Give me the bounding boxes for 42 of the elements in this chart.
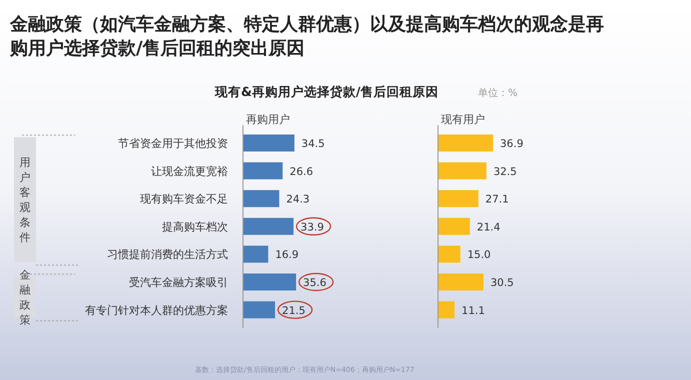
bar xyxy=(438,246,460,263)
bar xyxy=(438,274,484,290)
data-label: 36.9 xyxy=(500,138,524,150)
data-label: 34.5 xyxy=(301,138,325,150)
y-tick-label: 现有购车资金不足 xyxy=(140,192,228,206)
data-label: 16.9 xyxy=(275,249,299,262)
data-label: 21.4 xyxy=(476,221,501,234)
y-tick-label: 习惯提前消费的生活方式 xyxy=(107,248,228,262)
text: 现有&再购用户选择贷款/售后回租原因 xyxy=(214,84,438,99)
bar xyxy=(438,301,455,318)
bar xyxy=(438,218,470,235)
bar xyxy=(243,218,294,235)
text: 金融政策（如汽车金融方案、特定人群优惠）以及提高购车档次的观念是再购用户选择贷款/售后回租的突出原因 xyxy=(9,14,604,59)
text: 金融政策 xyxy=(20,268,30,326)
chart-title: 现有用户 xyxy=(441,113,485,126)
bar xyxy=(243,162,283,180)
data-label: 35.6 xyxy=(303,277,327,289)
y-tick-label: 让现金流更宽裕 xyxy=(151,164,228,178)
bar xyxy=(243,134,294,152)
chart-title: 再购用户 xyxy=(246,113,290,126)
bar xyxy=(243,190,280,208)
y-tick-label: 节省资金用于其他投资 xyxy=(118,137,228,150)
bar xyxy=(438,190,478,208)
data-label: 21.5 xyxy=(282,304,306,317)
data-label: 24.3 xyxy=(286,194,310,206)
data-label: 26.6 xyxy=(290,166,314,178)
bar xyxy=(243,274,296,290)
data-label: 27.1 xyxy=(485,194,509,206)
y-tick-label: 受汽车金融方案吸引 xyxy=(129,276,228,289)
y-tick-label: 提高购车档次 xyxy=(162,220,228,234)
bar xyxy=(243,301,276,318)
bar xyxy=(438,134,493,152)
data-label: 30.5 xyxy=(490,277,514,289)
text: 用户客观条件 xyxy=(20,156,30,244)
bar xyxy=(243,246,268,263)
data-label: 11.1 xyxy=(462,304,485,317)
data-label: 32.5 xyxy=(493,166,517,178)
y-tick-label: 有专门针对本人群的优惠方案 xyxy=(85,304,228,317)
data-label: 33.9 xyxy=(300,221,324,234)
bar xyxy=(438,162,486,180)
text: 单位：% xyxy=(478,87,518,99)
data-label: 15.0 xyxy=(467,249,491,262)
